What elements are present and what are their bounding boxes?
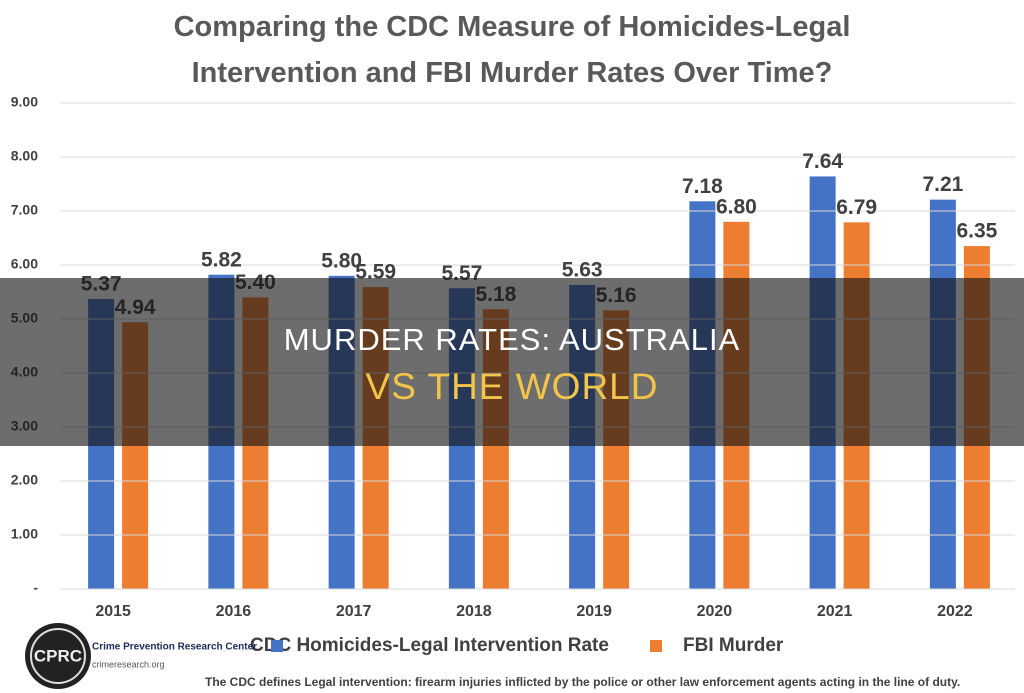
x-tick-label: 2017: [336, 603, 372, 620]
logo-ring: [30, 628, 86, 684]
x-tick-label: 2021: [817, 603, 853, 620]
logo-circle: [25, 623, 91, 689]
legend-label: CDC Homicides-Legal Intervention Rate: [250, 635, 609, 656]
y-tick-label: 2.00: [11, 472, 38, 488]
chart-title: Comparing the CDC Measure of Homicides-L…: [173, 11, 851, 89]
data-label: 7.18: [682, 175, 723, 198]
data-label: 5.80: [321, 249, 362, 272]
y-tick-label: 1.00: [11, 526, 38, 542]
y-tick-label: -: [33, 580, 38, 596]
data-label: 5.59: [355, 261, 396, 284]
y-tick-label: 7.00: [11, 202, 38, 218]
legend-label: FBI Murder: [683, 635, 784, 656]
overlay-title: MURDER RATES: AUSTRALIA: [283, 322, 741, 357]
x-tick-label: 2016: [216, 603, 252, 620]
data-label: 5.63: [562, 259, 603, 282]
x-tick-label: 2022: [937, 603, 973, 620]
x-tick-label: 2020: [697, 603, 733, 620]
logo-name: Crime Prevention Research Center: [92, 642, 257, 653]
data-label: 7.64: [802, 150, 843, 173]
y-tick-label: 8.00: [11, 148, 38, 164]
logo-mark: CPRC: [34, 646, 82, 665]
overlay-subtitle: VS THE WORLD: [365, 366, 659, 407]
y-tick-label: 6.00: [11, 256, 38, 272]
y-tick-label: 9.00: [11, 94, 38, 110]
data-label: 6.80: [716, 195, 757, 218]
data-label: 7.21: [922, 173, 963, 196]
data-label: 6.79: [836, 196, 877, 219]
x-tick-label: 2019: [576, 603, 612, 620]
legend-swatch: [650, 640, 662, 652]
footnote: The CDC defines Legal intervention: fire…: [205, 675, 960, 689]
overlay-band: [0, 278, 1024, 446]
legend-swatch: [271, 640, 283, 652]
x-tick-label: 2015: [95, 603, 131, 620]
x-tick-label: 2018: [456, 603, 492, 620]
data-label: 6.35: [956, 220, 997, 243]
logo-url: crimeresearch.org: [92, 659, 165, 669]
data-label: 5.82: [201, 248, 242, 271]
